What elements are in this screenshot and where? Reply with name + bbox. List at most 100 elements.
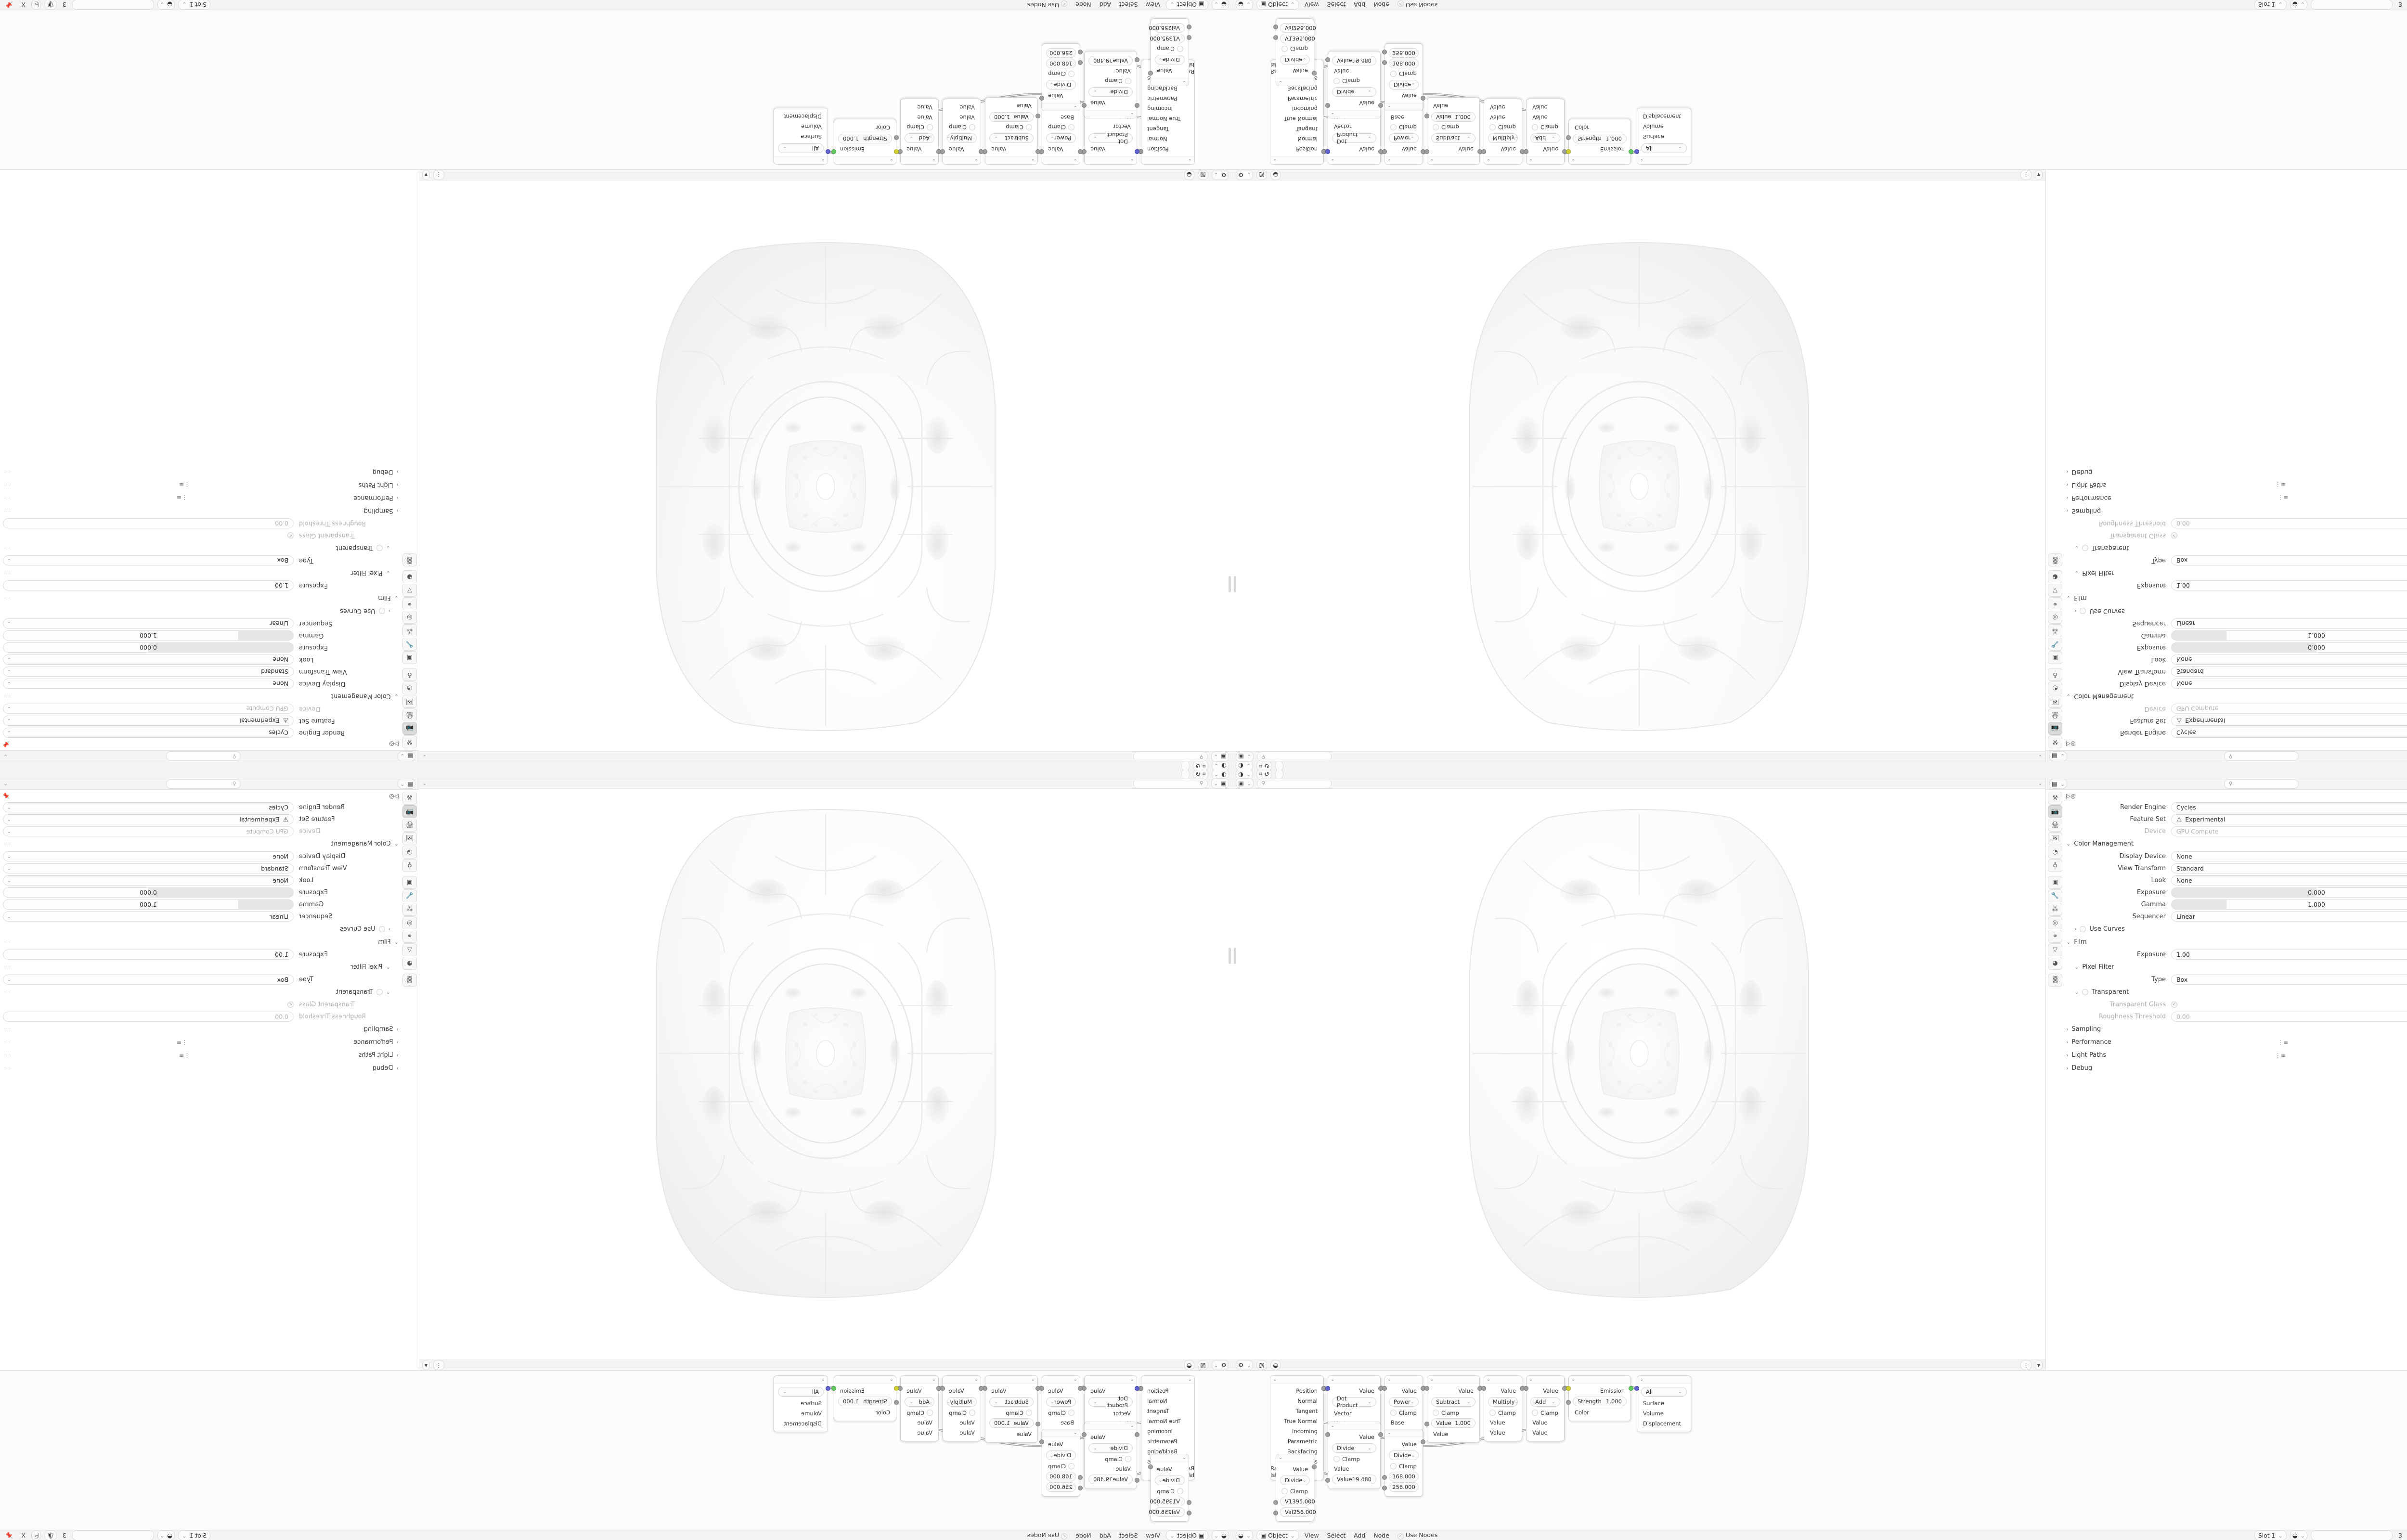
node-output-value[interactable]: Value — [1527, 1386, 1564, 1396]
material-name-field[interactable] — [2311, 0, 2393, 10]
properties-tab-physics[interactable]: ◎ — [2048, 916, 2062, 929]
node-output-parametric[interactable]: Parametric — [1270, 1436, 1323, 1446]
node-operation-dropdown[interactable]: Divide⌄ — [1332, 1443, 1376, 1453]
node-output-normal[interactable]: Normal — [1270, 134, 1323, 144]
properties-tab-scene[interactable]: ◔ — [2048, 846, 2062, 859]
properties-header[interactable]: ▤ ⚲ — [0, 778, 419, 790]
properties-tab-render[interactable]: 📷 — [2048, 805, 2062, 818]
properties-tab-tool[interactable]: ⚒ — [402, 735, 417, 748]
node-input-value[interactable]: Value — [1328, 1463, 1380, 1474]
property-checkbox-wrap[interactable] — [3, 533, 294, 539]
use-nodes-toggle[interactable]: Use Nodes — [1395, 1531, 1440, 1540]
viewport-footer-right-b[interactable]: ▾ — [2035, 1360, 2043, 1370]
list-icon[interactable]: ⋮≡ — [2278, 495, 2288, 501]
properties-tab-material[interactable]: ◕ — [402, 570, 417, 583]
properties-search-input[interactable]: ⚲ — [2224, 752, 2299, 761]
checkbox[interactable] — [1489, 124, 1496, 130]
property-value[interactable]: ⚠Experimental⌄ — [2171, 814, 2407, 824]
material-slot-selector[interactable]: Slot 1 — [178, 1530, 210, 1540]
node-number-field[interactable]: 256.000 — [1046, 48, 1076, 58]
node-output-value[interactable]: Value — [1328, 144, 1380, 154]
shader-editor-footer[interactable]: ◒ ▣ Object View Select Add Node Use Node… — [0, 0, 1232, 10]
socket-gray[interactable] — [1187, 35, 1191, 40]
checkbox[interactable] — [1068, 1463, 1074, 1469]
viewport-header-search[interactable]: ⚲ — [1257, 752, 1332, 762]
node-number-field[interactable]: Value19.480 — [1088, 1475, 1133, 1484]
node-clamp-toggle[interactable]: Clamp — [943, 1408, 981, 1417]
node-operation-dropdown[interactable]: Multiply⌄ — [947, 133, 977, 143]
properties-tab-particles[interactable]: ⁂ — [2048, 624, 2062, 637]
section-header-sampling[interactable]: ›Sampling:::: — [2066, 1023, 2407, 1036]
node-clamp-toggle[interactable]: Clamp — [1385, 69, 1423, 78]
use-nodes-toggle[interactable]: Use Nodes — [1025, 1531, 1070, 1540]
socket-gray[interactable] — [1035, 1422, 1040, 1426]
section-header-color-management[interactable]: ⌄Color Management:::: — [2066, 837, 2407, 850]
node-output-value[interactable]: Value — [1385, 1439, 1423, 1449]
node-output-value[interactable]: Value — [1385, 1386, 1423, 1396]
section-checkbox[interactable] — [376, 989, 383, 995]
node-operation-dropdown[interactable]: Multiply⌄ — [947, 1397, 977, 1407]
property-row-view-transform[interactable]: View TransformStandard⌄ — [2066, 862, 2407, 874]
property-value[interactable]: Standard⌄ — [3, 667, 294, 677]
shader-editor-area[interactable]: ⌄PositionNormalTangentTrue NormalIncomin… — [0, 1370, 1232, 1540]
node-output-value[interactable]: Value — [1042, 1439, 1080, 1449]
socket-gray[interactable] — [1421, 96, 1425, 101]
menu-add[interactable]: Add — [1351, 1532, 1368, 1539]
node-output-value[interactable]: Value — [901, 1386, 938, 1396]
checkbox[interactable] — [1390, 1410, 1397, 1416]
properties-tab-scene[interactable]: ◔ — [402, 846, 417, 859]
scene-stats-toggle[interactable]: ⌗ ↺ — [1193, 761, 1208, 770]
viewport-footer[interactable]: ⚙ ▧ ◒ ⋮ ▾ — [1232, 1360, 2046, 1370]
socket-vector[interactable] — [1325, 149, 1330, 154]
properties-tab-view-layer[interactable]: 🖼 — [2048, 695, 2062, 708]
property-row-display-device[interactable]: Display DeviceNone⌄ — [3, 850, 399, 862]
node-header[interactable]: ⌄ — [901, 156, 938, 164]
node-input-displacement[interactable]: Displacement — [1637, 112, 1691, 122]
node-output-true-normal[interactable]: True Normal — [1270, 1416, 1323, 1426]
property-row-exposure[interactable]: Exposure0.000 — [3, 886, 399, 898]
property-row-render-engine[interactable]: Render EngineCycles⌄ — [3, 801, 399, 813]
material-users-count[interactable]: 3 — [60, 1532, 69, 1539]
node-clamp-toggle[interactable]: Clamp — [1385, 1462, 1423, 1471]
property-row-sequencer[interactable]: SequencerLinear⌄ — [2066, 618, 2407, 629]
chevron-down-icon[interactable]: ⌄ — [1430, 158, 1434, 163]
chevron-down-icon[interactable]: ⌄ — [1188, 158, 1192, 163]
node-header[interactable]: ⌄ — [1042, 1376, 1080, 1384]
socket-vector[interactable] — [1634, 1386, 1639, 1391]
status-blank-button[interactable] — [1181, 770, 1190, 779]
node-header[interactable]: ⌄ — [943, 156, 981, 164]
node-header[interactable]: ⌄ — [834, 1376, 896, 1384]
socket-gray[interactable] — [1135, 1432, 1139, 1437]
menu-view[interactable]: View — [1143, 1, 1163, 8]
viewport-3d-object[interactable] — [1466, 231, 1812, 742]
shader-editor-type-button[interactable]: ◒ — [1212, 0, 1229, 10]
socket-gray[interactable] — [1325, 57, 1330, 62]
properties-tab-tool[interactable]: ⚒ — [402, 792, 417, 805]
property-value[interactable]: None⌄ — [2171, 875, 2407, 886]
viewport-footer[interactable]: ⚙ ▧ ◒ ⋮ ▾ — [419, 1360, 1232, 1370]
section-header-light-paths[interactable]: ›Light Paths⋮≡:::: — [3, 478, 399, 491]
properties-tab-view-layer[interactable]: 🖼 — [2048, 832, 2062, 845]
viewport-header[interactable]: ▣ ⚲ — [1232, 778, 2046, 789]
node-number-field[interactable]: 256.000 — [1046, 1482, 1076, 1492]
property-checkbox-wrap[interactable] — [2171, 533, 2407, 539]
property-value[interactable]: Cycles⌄ — [2171, 802, 2407, 812]
panel-grip[interactable]: :::: — [3, 694, 11, 699]
node-div2[interactable]: ⌄ValueDivide⌄Clamp168.000256.000 — [1385, 43, 1423, 111]
node-operation-dropdown[interactable]: Power⌄ — [1389, 1397, 1419, 1407]
node-output-value[interactable]: Value — [1085, 144, 1137, 154]
node-clamp-toggle[interactable]: Clamp — [1427, 123, 1479, 132]
viewport-header-overflow-chevron[interactable] — [422, 780, 427, 787]
node-clamp-toggle[interactable]: Clamp — [1328, 1454, 1380, 1463]
node-header[interactable]: ⌄ — [1385, 1429, 1423, 1437]
properties-tab-render[interactable]: 📷 — [402, 722, 417, 735]
node-div3[interactable]: ⌄ValueDivide⌄ClampV1395.000Val256.000 — [1276, 18, 1314, 86]
shader-editor-area[interactable]: ⌄PositionNormalTangentTrue NormalIncomin… — [1232, 0, 2407, 170]
checkbox[interactable] — [287, 1001, 294, 1008]
socket-gray[interactable] — [1312, 1464, 1317, 1469]
node-header[interactable]: ⌄ — [1637, 1376, 1691, 1384]
property-row-transparent-glass[interactable]: Transparent Glass — [3, 999, 399, 1010]
property-value[interactable]: 0.00 — [2171, 519, 2407, 529]
properties-tab-modifiers[interactable]: 🔧 — [2048, 889, 2062, 902]
node-output-value[interactable]: Value — [943, 144, 981, 154]
